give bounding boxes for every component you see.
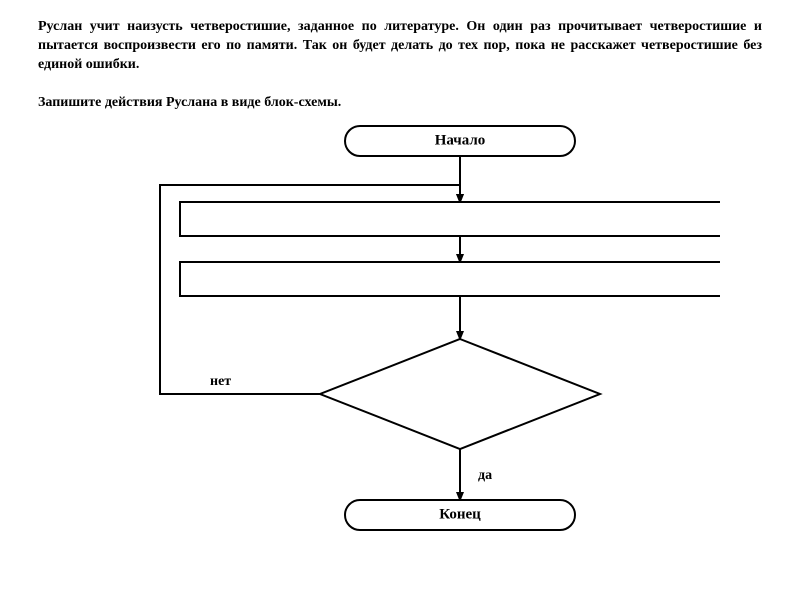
node-process2 xyxy=(180,262,720,296)
node-process1 xyxy=(180,202,720,236)
instruction-text: Запишите действия Руслана в виде блок-сх… xyxy=(38,95,762,111)
node-label-start: Начало xyxy=(435,132,486,148)
problem-text: Руслан учит наизусть четверостишие, зада… xyxy=(38,18,762,75)
node-decision xyxy=(320,339,600,449)
node-label-end: Конец xyxy=(439,506,481,522)
edge-label-да: да xyxy=(478,468,492,483)
flowchart: да нет Начало Конец xyxy=(80,119,720,559)
flowchart-container: да нет Начало Конец xyxy=(38,119,762,559)
edge-label-нет: нет xyxy=(210,374,231,389)
